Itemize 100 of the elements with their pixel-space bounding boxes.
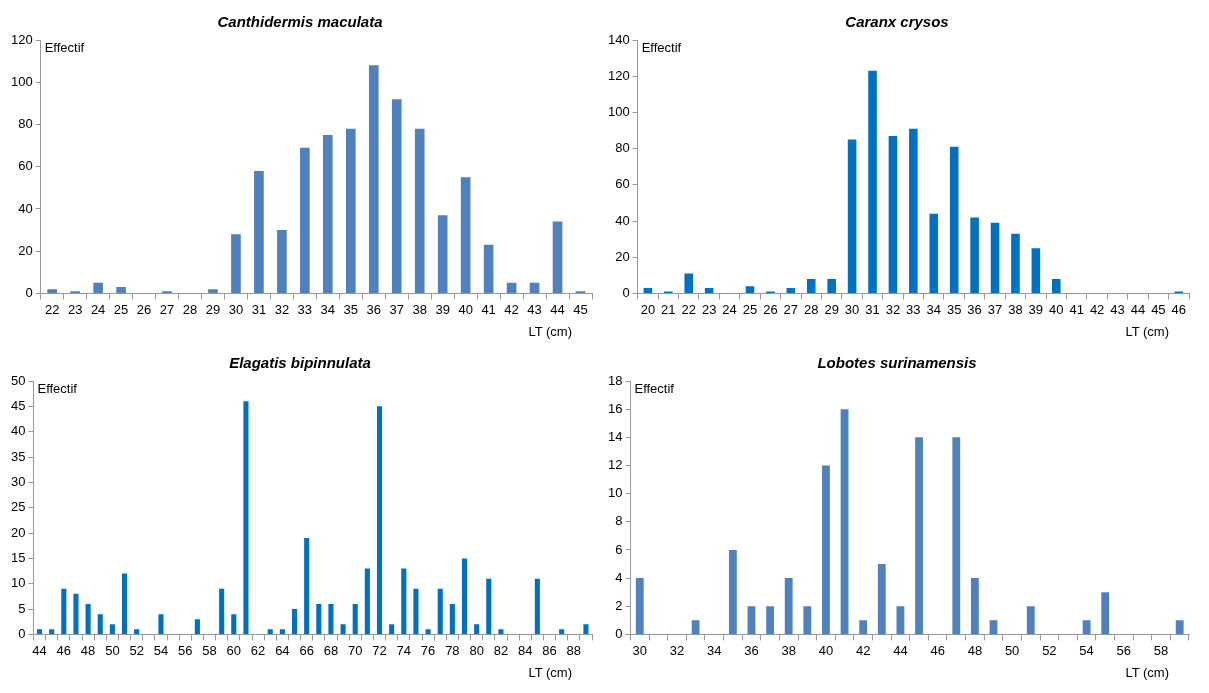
x-tick-label: 56 [1116, 642, 1132, 658]
bar [635, 578, 644, 634]
x-tick-label: 24 [90, 301, 106, 317]
y-tick-label: 40 [10, 423, 26, 439]
bar [194, 619, 200, 634]
bar [1101, 592, 1110, 634]
bar [684, 273, 694, 293]
x-tick-label: 48 [967, 642, 983, 658]
y-tick-label: 0 [25, 284, 33, 300]
x-tick-label: 30 [228, 301, 244, 317]
y-tick-label: 5 [18, 600, 26, 616]
bar [896, 606, 905, 634]
y-tick-label: 18 [607, 372, 623, 388]
chart-title: Lobotes surinamensis [817, 354, 977, 372]
bar [868, 70, 877, 293]
y-tick-label: 60 [615, 176, 630, 192]
x-tick-label: 42 [855, 642, 871, 658]
y-tick-label: 0 [18, 625, 26, 641]
y-tick-label: 20 [18, 242, 33, 258]
bar [73, 593, 79, 634]
bar [376, 406, 383, 634]
x-tick-label: 30 [844, 301, 860, 317]
x-tick-label: 23 [701, 301, 717, 317]
x-tick-label: 58 [1153, 642, 1169, 658]
x-tick-label: 29 [824, 301, 839, 317]
x-tick-label: 88 [566, 642, 582, 658]
bar [316, 603, 322, 634]
x-tick-label: 64 [275, 642, 290, 658]
x-tick-label: 28 [804, 301, 819, 317]
bar [116, 287, 126, 293]
y-tick-label: 45 [10, 397, 26, 413]
x-axis-title: LT (cm) [528, 324, 572, 340]
x-tick-label: 40 [1049, 301, 1064, 317]
x-tick-label: 44 [550, 301, 565, 317]
y-tick-label: 120 [607, 67, 630, 83]
bar [460, 177, 471, 293]
x-tick-label: 72 [372, 642, 387, 658]
bar [254, 170, 264, 293]
y-tick-label: 120 [10, 31, 33, 47]
y-tick-label: 16 [607, 400, 623, 416]
y-tick-label: 10 [607, 485, 623, 501]
x-tick-label: 29 [205, 301, 221, 317]
bar [1026, 606, 1035, 634]
x-tick-label: 70 [347, 642, 363, 658]
x-tick-label: 38 [1008, 301, 1023, 317]
x-tick-label: 22 [681, 301, 696, 317]
bar [401, 568, 407, 634]
bar [1051, 278, 1061, 293]
bar [413, 588, 419, 634]
bar [323, 135, 333, 293]
bar [803, 606, 812, 634]
bar [1082, 620, 1091, 634]
bar [219, 588, 225, 634]
x-tick-label: 48 [80, 642, 96, 658]
x-tick-label: 35 [946, 301, 962, 317]
x-tick-label: 45 [1151, 301, 1166, 317]
x-tick-label: 38 [781, 642, 796, 658]
bar [888, 135, 898, 293]
x-tick-label: 50 [1004, 642, 1020, 658]
y-tick-label: 100 [10, 73, 33, 89]
bar [97, 614, 103, 634]
bar [952, 437, 961, 634]
bar [121, 573, 128, 634]
bar [279, 629, 285, 634]
y-tick-label: 40 [18, 200, 33, 216]
bar [345, 128, 356, 293]
x-tick-label: 78 [445, 642, 460, 658]
x-tick-label: 23 [67, 301, 83, 317]
bar [304, 538, 310, 634]
bar [208, 289, 218, 293]
x-tick-label: 27 [159, 301, 175, 317]
x-tick-label: 30 [632, 642, 647, 658]
x-tick-label: 86 [542, 642, 557, 658]
x-tick-label: 50 [105, 642, 120, 658]
bar [391, 99, 402, 293]
x-tick-label: 76 [420, 642, 436, 658]
x-tick-label: 24 [722, 301, 737, 317]
bar [449, 603, 455, 634]
x-tick-label: 34 [320, 301, 336, 317]
bar [745, 286, 755, 293]
x-tick-label: 31 [251, 301, 267, 317]
x-tick-label: 74 [396, 642, 412, 658]
bar [1011, 233, 1020, 293]
y-tick-label: 0 [622, 284, 630, 300]
y-tick-label: 14 [607, 428, 623, 444]
x-tick-label: 43 [1110, 301, 1125, 317]
x-tick-label: 45 [573, 301, 588, 317]
x-axis-title: LT (cm) [1125, 324, 1169, 340]
x-tick-label: 56 [178, 642, 193, 658]
y-axis-title: Effectif [641, 40, 682, 56]
x-tick-label: 40 [458, 301, 473, 317]
bar [85, 603, 91, 634]
bar [437, 588, 443, 634]
bar [827, 278, 836, 293]
x-tick-label: 36 [744, 642, 759, 658]
bar [529, 282, 540, 293]
x-tick-label: 58 [202, 642, 217, 658]
x-tick-label: 44 [1130, 301, 1146, 317]
x-tick-label: 42 [1089, 301, 1105, 317]
bar [340, 624, 346, 634]
